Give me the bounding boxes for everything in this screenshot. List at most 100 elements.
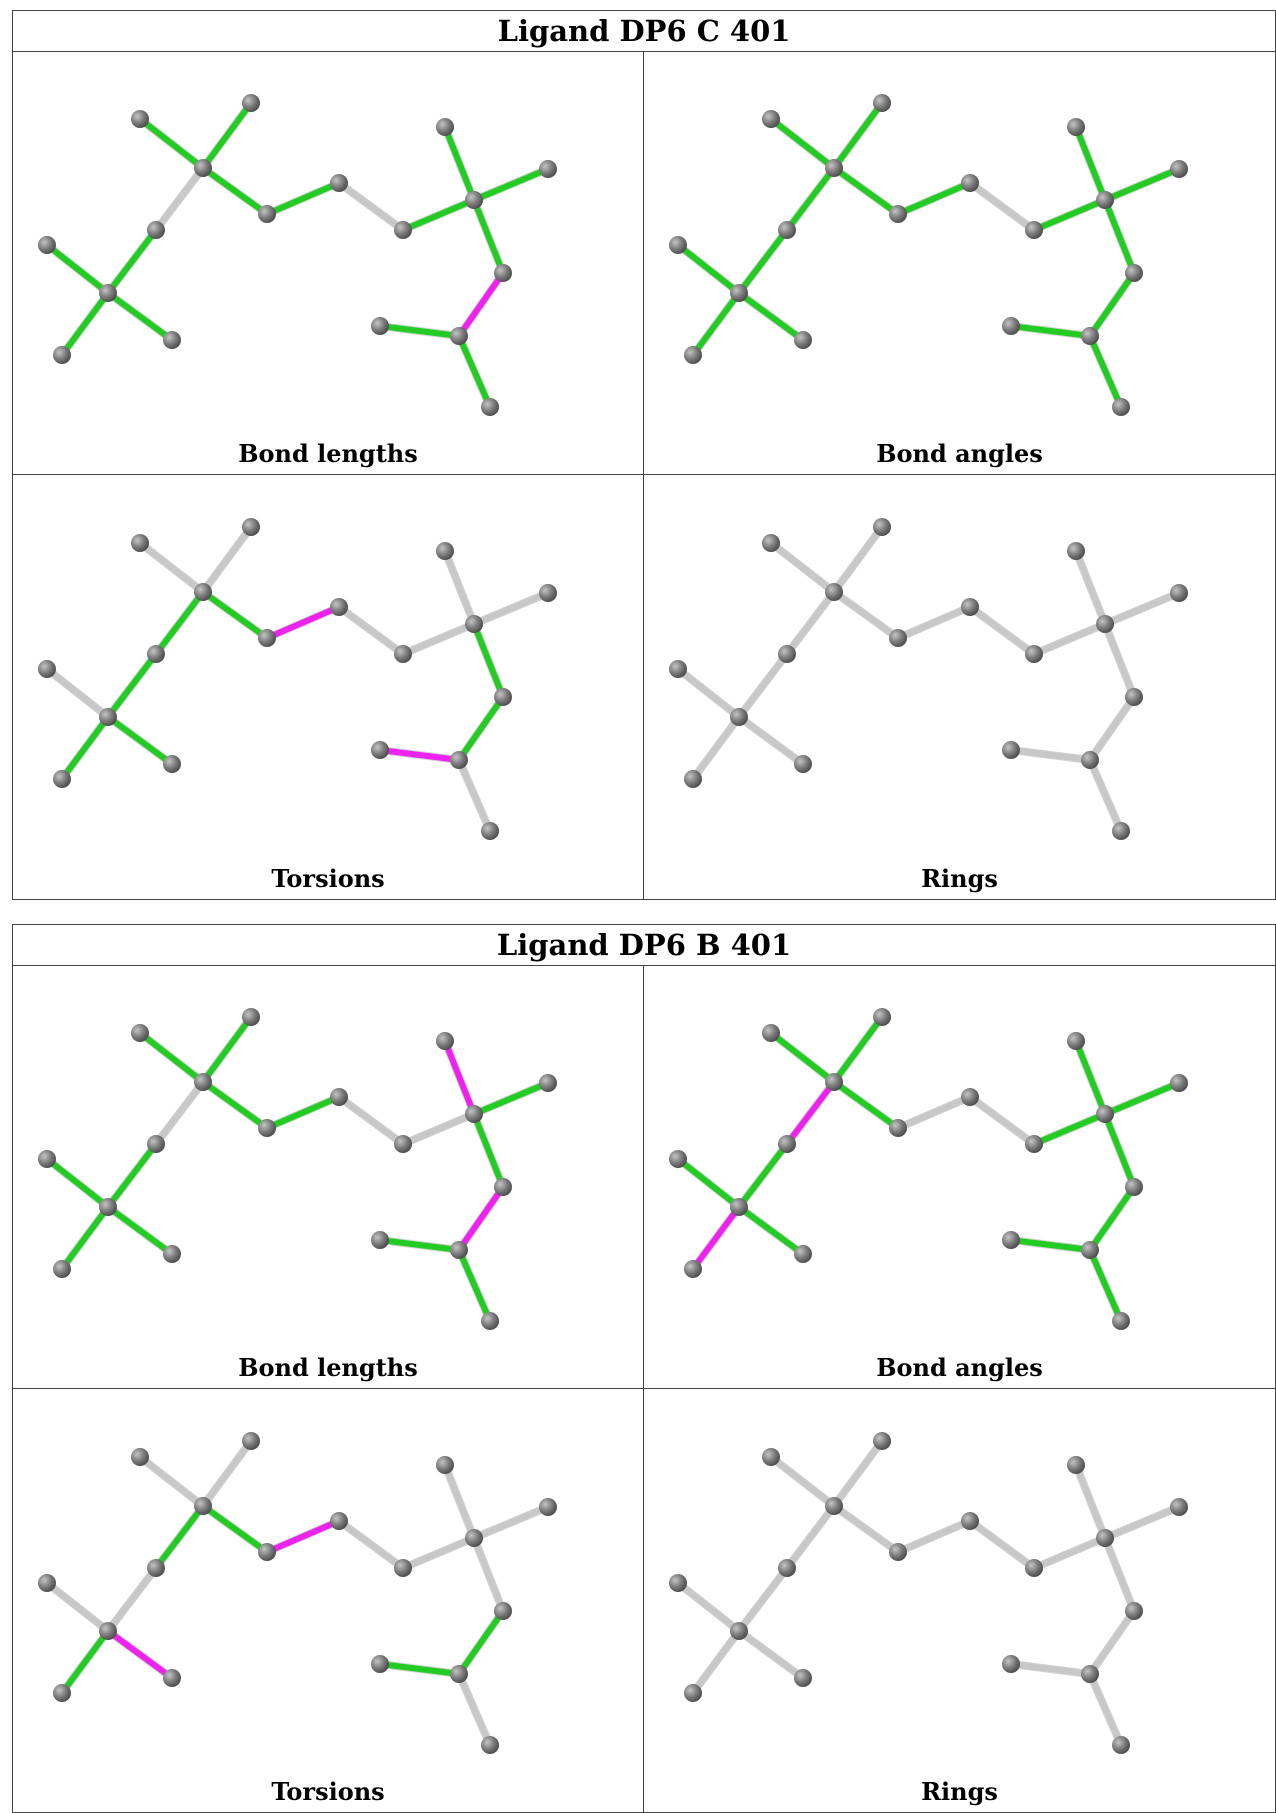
atom — [762, 534, 780, 552]
atom — [371, 1231, 389, 1249]
atom — [330, 598, 348, 616]
molecule-diagram — [38, 518, 557, 840]
atom — [131, 1447, 149, 1466]
atom — [873, 1431, 891, 1450]
bond — [456, 1670, 493, 1748]
bond — [456, 1607, 506, 1677]
bond — [456, 694, 506, 763]
bond — [784, 1079, 837, 1147]
bond — [736, 651, 790, 720]
atom — [450, 1241, 468, 1259]
atom — [1067, 118, 1085, 136]
atom — [99, 1198, 117, 1216]
atom — [450, 1664, 468, 1683]
atom — [465, 1105, 483, 1123]
bond — [44, 242, 111, 296]
atom — [961, 1511, 979, 1530]
bond — [471, 1534, 506, 1614]
atom — [163, 1245, 181, 1263]
atom — [330, 1511, 348, 1530]
atom — [778, 221, 796, 239]
bond — [784, 165, 837, 233]
bond — [105, 290, 175, 343]
bond — [895, 1094, 973, 1131]
bond — [736, 1141, 790, 1210]
panel-rings: Rings — [644, 1389, 1275, 1813]
bond — [377, 1660, 462, 1677]
bond — [690, 714, 742, 782]
bond — [377, 747, 462, 763]
atom — [465, 1528, 483, 1547]
atom — [669, 660, 687, 678]
atom — [539, 1497, 557, 1516]
bond — [137, 1453, 206, 1509]
bond — [831, 1502, 901, 1555]
atom — [794, 1245, 812, 1263]
atom — [873, 1008, 891, 1026]
atom — [436, 1032, 454, 1050]
ligand-block-b: Ligand DP6 B 401 Bond lengths Bond angle… — [12, 924, 1276, 1813]
bond — [1008, 747, 1093, 763]
atom — [825, 1073, 843, 1091]
bond — [1102, 166, 1182, 203]
bond — [736, 1564, 790, 1634]
atom — [762, 1024, 780, 1042]
bond — [967, 180, 1037, 233]
bond — [675, 1579, 742, 1634]
bond — [768, 540, 837, 595]
atom — [1081, 1241, 1099, 1259]
atom — [436, 1455, 454, 1474]
panel-bond-angles: Bond angles — [644, 51, 1275, 475]
molecule-diagram — [38, 1008, 557, 1330]
bond — [44, 1579, 111, 1634]
atom — [778, 645, 796, 663]
atom — [242, 94, 260, 112]
atom — [481, 822, 499, 840]
panel-bond-angles: Bond angles — [644, 965, 1275, 1389]
atom — [961, 598, 979, 616]
bond — [675, 666, 742, 720]
atom — [684, 1260, 702, 1278]
atom — [1096, 615, 1114, 633]
atom — [762, 1447, 780, 1466]
atom — [1025, 1558, 1043, 1577]
bond — [1102, 1080, 1182, 1117]
atom — [38, 660, 56, 678]
bond — [336, 1517, 406, 1571]
atom — [669, 1150, 687, 1168]
molecule-diagram — [38, 94, 557, 416]
atom — [53, 346, 71, 364]
bond — [736, 1627, 806, 1681]
bond — [831, 589, 901, 641]
bond — [1073, 1038, 1108, 1117]
bond — [471, 197, 506, 276]
bond — [768, 1453, 837, 1509]
bond — [105, 1564, 159, 1634]
bond — [1031, 1111, 1108, 1147]
atom — [481, 1312, 499, 1330]
bond — [264, 180, 342, 217]
atom — [1002, 741, 1020, 759]
atom — [494, 1601, 512, 1620]
bond — [200, 1502, 270, 1555]
bond — [200, 100, 254, 171]
atom — [1170, 160, 1188, 178]
atom — [1125, 1178, 1143, 1196]
atom — [53, 1260, 71, 1278]
atom — [1125, 1601, 1143, 1620]
bond — [59, 1627, 111, 1696]
atom — [1125, 688, 1143, 706]
atom — [1002, 1654, 1020, 1673]
atom — [684, 346, 702, 364]
bond — [336, 180, 406, 233]
molecule-diagram — [669, 518, 1188, 840]
bond — [1031, 197, 1108, 233]
atom — [147, 221, 165, 239]
bond — [59, 714, 111, 782]
atom — [873, 94, 891, 112]
atom — [394, 1558, 412, 1577]
bond — [59, 1204, 111, 1272]
bond — [831, 1079, 901, 1131]
bond — [153, 165, 206, 233]
bond — [736, 227, 790, 296]
